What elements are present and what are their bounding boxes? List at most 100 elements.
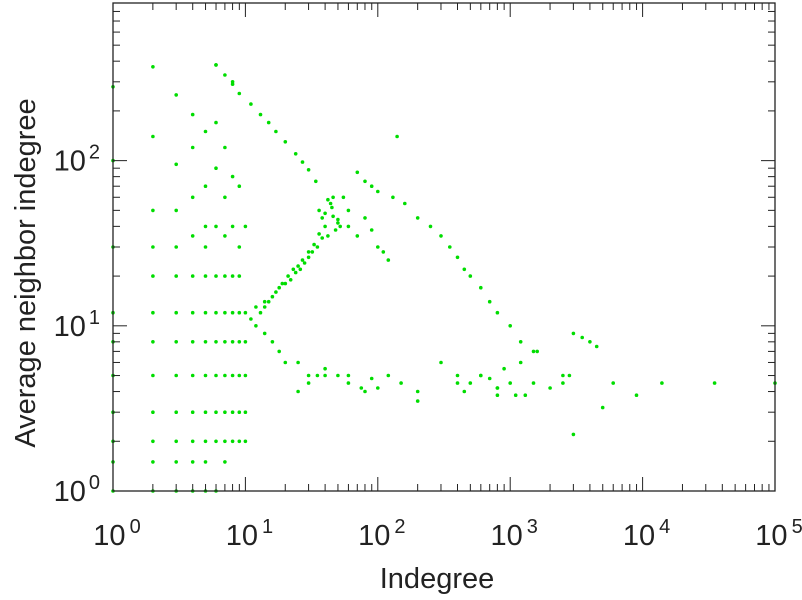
data-point — [230, 274, 235, 278]
data-point — [203, 245, 208, 249]
data-point — [230, 410, 235, 415]
data-point — [262, 299, 267, 304]
data-point — [300, 258, 305, 262]
data-point — [561, 381, 565, 385]
data-point — [455, 255, 460, 260]
y-tick-label: 10 0 — [54, 472, 100, 508]
data-point — [288, 278, 293, 282]
data-point — [258, 310, 263, 315]
data-point — [600, 405, 605, 410]
data-point — [369, 184, 374, 188]
data-point — [223, 73, 227, 77]
data-point — [331, 214, 335, 219]
data-point — [237, 274, 242, 278]
data-point — [518, 360, 523, 365]
data-point — [258, 112, 263, 117]
data-point — [479, 285, 483, 290]
data-point — [548, 386, 552, 390]
x-tick-label: 10 3 — [491, 516, 538, 552]
data-point — [611, 381, 615, 385]
data-point — [203, 224, 208, 229]
data-point — [214, 224, 218, 229]
data-point — [277, 349, 282, 354]
data-point — [300, 160, 305, 164]
data-point — [237, 184, 242, 188]
data-point — [190, 439, 195, 444]
data-point — [223, 340, 227, 344]
data-point — [223, 145, 227, 150]
data-point — [355, 234, 360, 238]
data-point — [323, 373, 327, 378]
data-point — [363, 216, 367, 220]
data-point — [376, 386, 380, 390]
data-point — [151, 134, 155, 139]
data-point — [363, 389, 367, 394]
data-point — [317, 208, 321, 213]
data-point — [151, 65, 155, 69]
data-point — [237, 340, 242, 344]
data-point — [302, 261, 307, 265]
data-point — [190, 145, 195, 150]
data-point — [359, 386, 364, 390]
data-point — [320, 236, 325, 240]
data-point — [298, 267, 303, 272]
data-point — [230, 224, 235, 229]
data-point — [254, 324, 258, 328]
data-point — [462, 389, 467, 394]
data-point — [391, 195, 395, 200]
data-point — [462, 267, 467, 272]
data-point — [190, 234, 195, 238]
data-point — [296, 264, 300, 268]
data-point — [346, 224, 351, 229]
data-point — [439, 234, 443, 238]
data-point — [588, 340, 592, 344]
data-point — [283, 140, 288, 144]
data-point — [174, 93, 178, 97]
data-point — [249, 102, 253, 106]
data-point — [535, 349, 539, 354]
data-point — [151, 373, 155, 378]
data-point — [495, 310, 500, 315]
data-point — [415, 216, 420, 220]
data-point — [571, 432, 576, 437]
data-point — [376, 245, 380, 249]
data-point — [455, 381, 460, 385]
data-point — [531, 381, 536, 385]
data-point — [508, 381, 512, 385]
data-point — [214, 63, 218, 67]
x-tick-label: 10 0 — [93, 516, 140, 552]
data-point — [286, 274, 290, 278]
data-point — [306, 255, 311, 260]
data-point — [330, 205, 334, 210]
data-point — [376, 189, 380, 194]
data-point — [243, 410, 248, 415]
data-point — [151, 208, 155, 213]
data-point — [369, 376, 374, 381]
data-point — [567, 373, 572, 378]
data-point — [237, 373, 242, 378]
data-point — [403, 201, 407, 206]
data-point — [243, 224, 248, 229]
data-point — [487, 376, 492, 381]
data-point — [174, 410, 178, 415]
data-point — [151, 460, 155, 464]
data-point — [190, 410, 195, 415]
data-point — [237, 91, 242, 96]
data-point — [315, 373, 320, 378]
data-point — [203, 310, 208, 315]
data-point — [214, 274, 218, 278]
data-point — [151, 310, 155, 315]
data-point — [346, 381, 351, 385]
x-tick-label: 10 5 — [755, 516, 802, 552]
data-point — [274, 129, 278, 134]
data-point — [230, 439, 235, 444]
data-point — [386, 258, 391, 262]
data-point — [306, 250, 311, 254]
data-point — [243, 340, 248, 344]
data-point — [355, 170, 360, 175]
data-point — [151, 274, 155, 278]
data-point — [230, 82, 235, 86]
data-point — [223, 439, 227, 444]
data-point — [223, 274, 227, 278]
data-point — [363, 179, 367, 184]
